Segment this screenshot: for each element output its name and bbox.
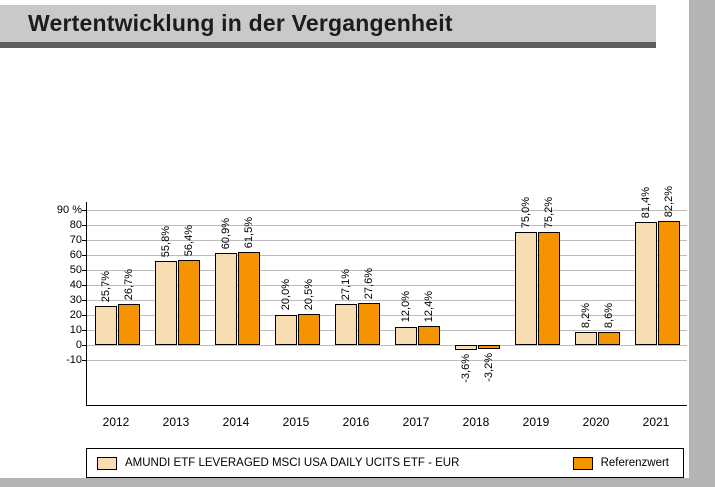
y-tick-label: 70 [69,233,82,246]
x-tick-label-2012: 2012 [102,415,130,429]
bar-2018-series1 [454,344,477,350]
x-tick-label-2013: 2013 [162,415,190,429]
y-tickmark [82,314,87,316]
x-tick-label-2015: 2015 [282,415,310,429]
bar-value-label: 82,2% [662,186,675,218]
bar-2014-series2 [237,252,260,345]
y-tick-label: 20 [69,308,82,321]
gridline [87,359,687,361]
gridline [87,269,687,271]
bar-2015-series2 [297,313,320,345]
legend-swatch-2 [572,456,593,470]
bar-value-label: 26,7% [122,269,135,301]
bar-2015-series1 [274,314,297,345]
bar-2018-series2 [477,344,500,350]
gridline [87,209,687,211]
bar-2019-series1 [514,232,537,345]
bar-chart: 25,7% 26,7% 55,8% 56,4% 60,9% 61,5% 20,0% 20,5%… [44,186,689,484]
x-tick-label-2021: 2021 [642,415,670,429]
y-tick-label: 0 [75,338,82,351]
title-banner: Wertentwicklung in der Vergangenheit [0,5,656,42]
x-tick-label-2018: 2018 [462,415,490,429]
bar-2016-series1 [334,303,357,345]
bar-2016-series2 [357,303,380,345]
bar-2019-series2 [537,231,560,345]
bar-value-label: 8,6% [602,302,615,328]
gridline [87,314,687,316]
bar-value-label: -3,2% [482,353,495,383]
y-tickmark [82,254,87,256]
legend-label-1: AMUNDI ETF LEVERAGED MSCI USA DAILY UCIT… [125,457,460,469]
x-tick-label-2019: 2019 [522,415,550,429]
gridline [87,239,687,241]
bar-value-label: 75,0% [519,196,532,228]
y-tickmark [82,239,87,241]
bar-value-label: 27,1% [339,268,352,300]
gridline [87,284,687,286]
gridline [87,344,687,346]
bar-2012-series1 [94,305,117,345]
gridline [87,254,687,256]
bar-value-label: 12,0% [399,291,412,323]
bar-2013-series2 [177,259,200,345]
bar-value-label: 60,9% [219,217,232,250]
x-tick-label-2014: 2014 [222,415,250,429]
legend-swatch-1 [97,456,117,470]
bar-2013-series1 [154,260,177,345]
bar-value-label: -3,6% [459,353,472,383]
bar-2014-series1 [214,253,237,345]
y-tickmark [82,224,87,226]
bar-value-label: 12,4% [422,290,435,322]
gridline [87,299,687,301]
y-tickmark [82,209,87,211]
gridline [87,329,687,331]
y-tick-label: 60 [69,248,82,261]
bar-value-label: 81,4% [639,187,652,219]
bar-value-label: 55,8% [159,225,172,257]
y-tickmark [82,299,87,301]
bar-2012-series2 [117,304,140,345]
title-underline-bar [0,42,656,48]
y-tick-label: 10 [69,323,82,336]
y-tickmark [82,344,87,346]
y-tick-label: 80 [69,218,82,231]
bar-2017-series2 [417,325,440,345]
y-tickmark [82,329,87,331]
bar-value-label: 20,5% [302,278,315,310]
y-tickmark [82,359,87,361]
bottom-gray-strip [0,478,715,487]
bar-value-label: 8,2% [579,303,592,329]
bar-2017-series1 [394,326,417,345]
bar-value-label: 20,0% [279,279,292,311]
bar-value-label: 27,6% [362,267,375,300]
bar-2020-series1 [574,332,597,345]
bar-value-label: 61,5% [242,217,255,249]
y-tick-label: 30 [69,293,82,306]
plot-area: 25,7% 26,7% 55,8% 56,4% 60,9% 61,5% 20,0% 20,5%… [82,186,687,406]
y-tickmark [82,269,87,271]
right-gray-strip [689,0,715,487]
gridline [87,224,687,226]
legend: AMUNDI ETF LEVERAGED MSCI USA DAILY UCIT… [86,448,684,478]
y-tick-label: 90 % [56,203,82,216]
y-tick-label: 50 [69,263,82,276]
bar-2021-series1 [634,222,657,345]
bar-2020-series2 [597,331,620,345]
x-tick-label-2017: 2017 [402,415,430,429]
legend-label-2: Referenzwert [600,457,669,469]
page-title: Wertentwicklung in der Vergangenheit [28,10,453,36]
bar-2021-series2 [657,221,680,345]
bar-value-label: 25,7% [99,270,112,302]
x-tick-label-2020: 2020 [582,415,610,429]
y-tick-label: 40 [69,278,82,291]
bar-value-label: 75,2% [542,196,555,228]
y-tickmark [82,284,87,286]
bar-value-label: 56,4% [182,224,195,256]
y-tick-label: -10 [66,353,82,366]
x-tick-label-2016: 2016 [342,415,370,429]
